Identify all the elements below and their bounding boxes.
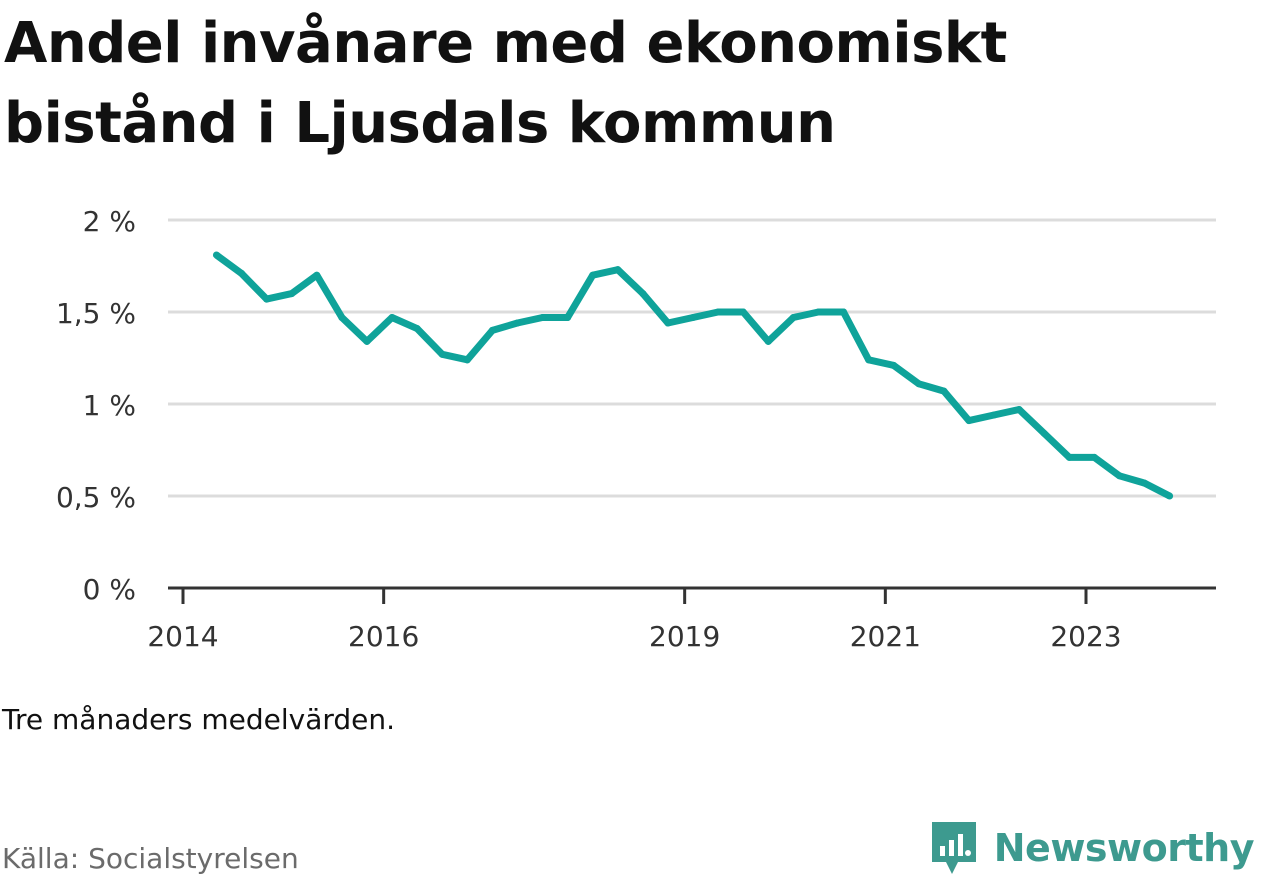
x-tick-label: 2019 (649, 620, 720, 653)
line-chart: 0 % 0,5 % 1 % 1,5 % 2 % 2014 2016 2019 2021 2023 (56, 205, 1216, 653)
data-point (1090, 453, 1098, 461)
series-layer (212, 251, 1174, 500)
data-point (840, 308, 848, 316)
data-point (288, 290, 296, 298)
y-tick-label: 0 % (83, 573, 136, 606)
data-point (714, 308, 722, 316)
data-point (940, 387, 948, 395)
y-axis-ticks: 0 % 0,5 % 1 % 1,5 % 2 % (56, 205, 136, 606)
y-tick-label: 1 % (83, 389, 136, 422)
chart-title: Andel invånare med ekonomiskt bistånd i … (4, 11, 1007, 156)
x-tick-label: 2023 (1050, 620, 1121, 653)
data-point (1141, 479, 1149, 487)
brand-logo: Newsworthy (928, 818, 1255, 878)
y-tick-label: 1,5 % (56, 297, 136, 330)
data-point (1015, 406, 1023, 414)
chart-note: Tre månaders medelvärden. (2, 703, 396, 736)
gridlines (168, 218, 1216, 498)
data-point (789, 314, 797, 322)
data-point (564, 314, 572, 322)
y-tick-label: 2 % (83, 205, 136, 238)
data-point (965, 417, 973, 425)
data-point (589, 271, 597, 279)
data-point (739, 308, 747, 316)
brand-name: Newsworthy (993, 826, 1255, 870)
data-point (363, 337, 371, 345)
data-point (890, 361, 898, 369)
data-point (1115, 472, 1123, 480)
data-point (915, 380, 923, 388)
data-point (865, 356, 873, 364)
data-point (338, 314, 346, 322)
data-point (1166, 492, 1174, 500)
source-text: Källa: Socialstyrelsen (2, 842, 299, 875)
data-point (764, 337, 772, 345)
newsworthy-logo-icon (931, 822, 976, 874)
data-point (614, 266, 622, 274)
data-point (313, 271, 321, 279)
data-point (513, 319, 521, 327)
data-point (438, 350, 446, 358)
data-point (689, 314, 697, 322)
data-point (1040, 429, 1048, 437)
data-point (263, 295, 271, 303)
x-tick-label: 2014 (147, 620, 218, 653)
data-point (814, 308, 822, 316)
data-point (212, 251, 220, 259)
x-tick-label: 2021 (850, 620, 921, 653)
x-tick-label: 2016 (348, 620, 419, 653)
x-axis-ticks: 2014 2016 2019 2021 2023 (147, 588, 1122, 653)
y-tick-label: 0,5 % (56, 481, 136, 514)
data-point (388, 314, 396, 322)
data-point (639, 290, 647, 298)
data-point (463, 356, 471, 364)
data-point (1065, 453, 1073, 461)
data-point (413, 325, 421, 333)
series-line (214, 252, 1172, 500)
data-point (990, 411, 998, 419)
data-point (238, 269, 246, 277)
data-point (488, 326, 496, 334)
data-point (664, 319, 672, 327)
data-point (539, 314, 547, 322)
